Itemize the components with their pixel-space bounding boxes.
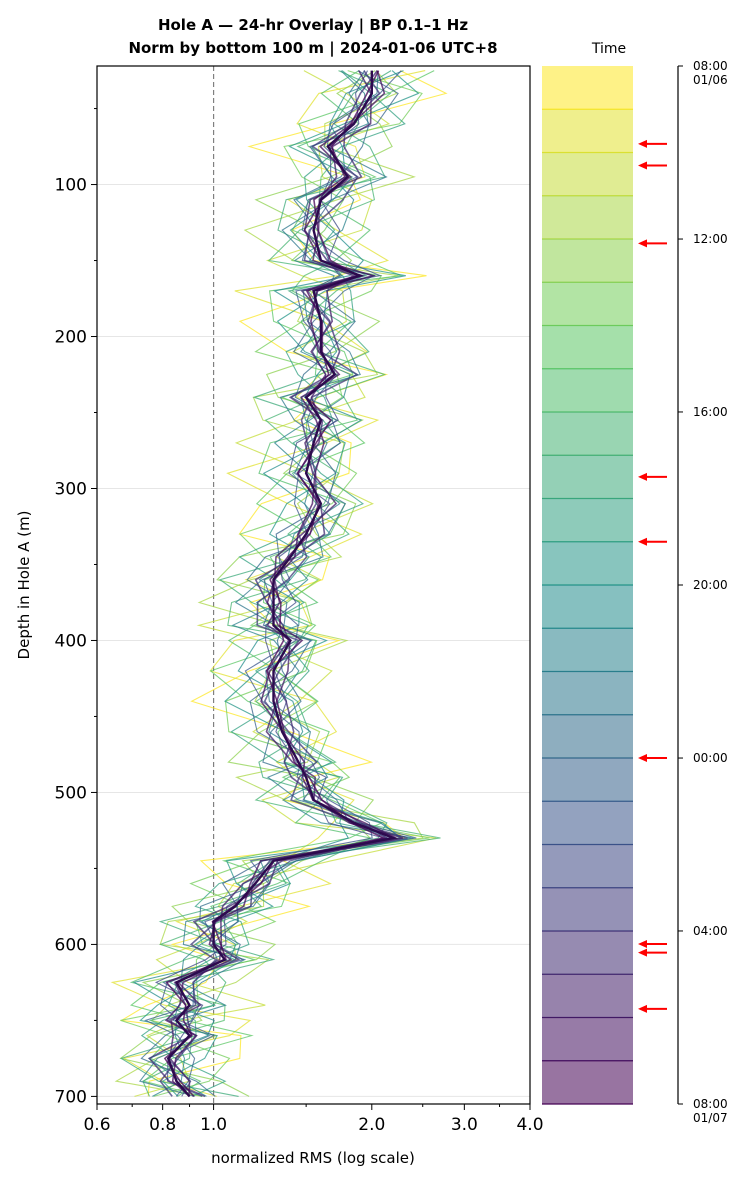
time-tick-label: 01/07 bbox=[693, 1111, 728, 1125]
x-tick-label: 1.0 bbox=[200, 1115, 227, 1135]
time-tick-label: 08:00 bbox=[693, 1097, 728, 1111]
x-axis-label: normalized RMS (log scale) bbox=[211, 1149, 415, 1167]
colorbar-segment bbox=[542, 325, 633, 369]
colorbar-segment bbox=[542, 195, 633, 239]
y-tick-label: 400 bbox=[55, 631, 87, 651]
flag-arrow-head bbox=[638, 139, 647, 148]
colorbar-segment bbox=[542, 628, 633, 672]
y-tick-label: 200 bbox=[55, 328, 87, 348]
x-tick-label: 3.0 bbox=[451, 1115, 478, 1135]
colorbar-segment bbox=[542, 239, 633, 283]
flag-arrow-head bbox=[638, 754, 647, 762]
chart-title: Hole A — 24-hr Overlay | BP 0.1–1 Hz bbox=[158, 16, 468, 35]
flag-arrow-head bbox=[638, 472, 647, 481]
flag-markers bbox=[638, 139, 667, 1013]
x-tick-label: 0.6 bbox=[83, 1115, 110, 1135]
profile-line bbox=[129, 70, 372, 1097]
y-axis: 100 200 300 400 500 600 700 bbox=[55, 108, 97, 1107]
y-tick-label: 700 bbox=[55, 1087, 87, 1107]
x-tick-label: 4.0 bbox=[516, 1115, 543, 1135]
time-tick-label: 12:00 bbox=[693, 232, 728, 246]
colorbar-segment bbox=[542, 152, 633, 196]
colorbar-segment bbox=[542, 541, 633, 585]
time-tick-label: 08:00 bbox=[693, 59, 728, 73]
median-profile-line bbox=[166, 70, 398, 1098]
colorbar-segment bbox=[542, 931, 633, 975]
x-axis: 0.6 0.8 1.0 2.0 3.0 4.0 bbox=[83, 1104, 544, 1135]
x-tick-label: 0.8 bbox=[149, 1115, 176, 1135]
profile-line bbox=[134, 70, 437, 1097]
colorbar-segment bbox=[542, 282, 633, 326]
colorbar-segment bbox=[542, 714, 633, 758]
flag-arrow-head bbox=[638, 537, 647, 546]
colorbar-segment bbox=[542, 1017, 633, 1061]
flag-arrow-head bbox=[638, 239, 647, 248]
time-tick-label: 16:00 bbox=[693, 405, 728, 419]
y-tick-label: 100 bbox=[55, 176, 87, 196]
y-tick-label: 500 bbox=[55, 783, 87, 803]
flag-arrow-head bbox=[638, 161, 647, 170]
profile-line bbox=[152, 70, 414, 1097]
colorbar-segment bbox=[542, 585, 633, 629]
profile-line bbox=[159, 70, 408, 1097]
x-tick-label: 2.0 bbox=[358, 1115, 385, 1135]
colorbar-segment bbox=[542, 801, 633, 845]
colorbar-segment bbox=[542, 66, 633, 110]
profile-line bbox=[163, 70, 387, 1097]
colorbar-segment bbox=[542, 109, 633, 153]
y-tick-label: 600 bbox=[55, 935, 87, 955]
flag-arrow-head bbox=[638, 1004, 647, 1013]
y-tick-label: 300 bbox=[55, 479, 87, 499]
chart-subtitle: Norm by bottom 100 m | 2024-01-06 UTC+8 bbox=[128, 39, 497, 58]
colorbar-segment bbox=[542, 498, 633, 542]
time-tick-label: 20:00 bbox=[693, 578, 728, 592]
profile-line bbox=[159, 70, 402, 1097]
y-axis-label: Depth in Hole A (m) bbox=[15, 511, 33, 660]
colorbar-segment bbox=[542, 1060, 633, 1104]
colorbar-segment bbox=[542, 455, 633, 499]
colorbar-title: Time bbox=[591, 41, 626, 57]
colorbar bbox=[542, 66, 633, 1105]
flag-arrow-head bbox=[638, 939, 647, 948]
colorbar-segment bbox=[542, 671, 633, 715]
plot-frame bbox=[96, 65, 531, 1105]
flag-arrow-head bbox=[638, 948, 647, 957]
time-tick-label: 04:00 bbox=[693, 924, 728, 938]
colorbar-segment bbox=[542, 412, 633, 456]
colorbar-segment bbox=[542, 758, 633, 802]
time-axis: 08:0001/0612:0016:0020:0000:0004:0008:00… bbox=[677, 59, 728, 1125]
plot-area bbox=[96, 65, 531, 1105]
time-tick-label: 00:00 bbox=[693, 751, 728, 765]
time-tick-label: 01/06 bbox=[693, 73, 728, 87]
colorbar-segment bbox=[542, 974, 633, 1018]
colorbar-segment bbox=[542, 887, 633, 931]
colorbar-segment bbox=[542, 844, 633, 888]
colorbar-segment bbox=[542, 368, 633, 412]
